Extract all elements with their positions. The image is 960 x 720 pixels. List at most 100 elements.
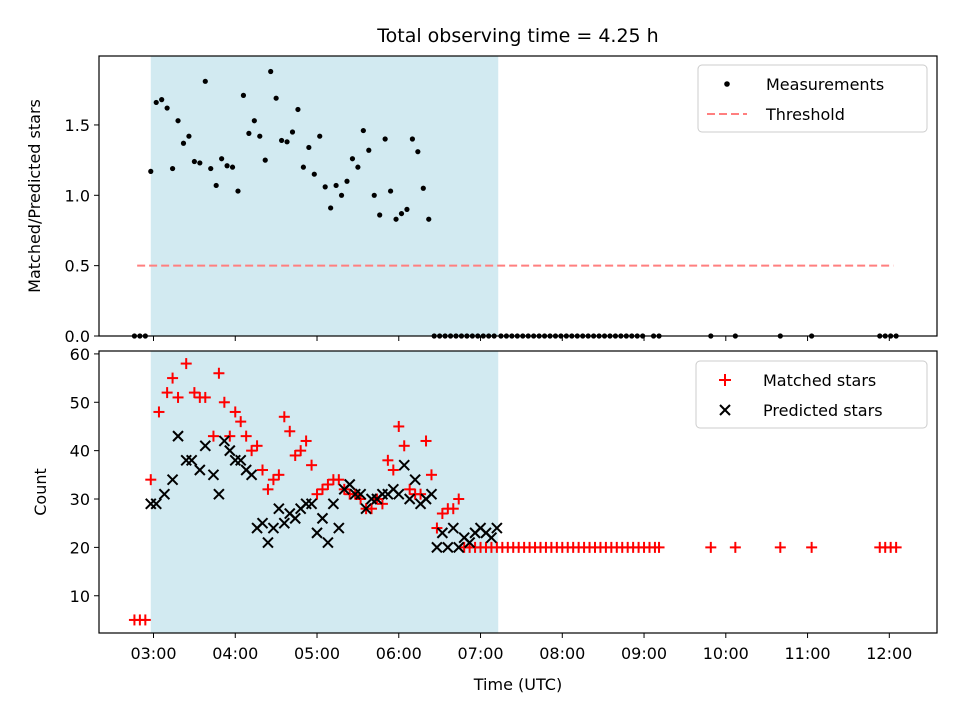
matched-star-point (653, 541, 665, 553)
threshold-legend-label: Threshold (765, 105, 845, 124)
predicted-legend-marker (719, 404, 731, 416)
top-y-ticks: 0.0 0.5 1.0 1.5 (65, 116, 99, 346)
x-tick-label: 03:00 (130, 644, 176, 663)
top-y-axis-label: Matched/Predicted stars (25, 99, 44, 293)
predicted-star-point (207, 469, 220, 481)
measurement-point (229, 164, 236, 170)
matched-star-point (453, 493, 465, 505)
measurement-point (268, 68, 274, 75)
predicted-star-point (224, 444, 236, 457)
matched-star-point (316, 483, 328, 495)
matched-star-point (224, 430, 236, 442)
matched-star-point (235, 416, 247, 428)
predicted-star-point (436, 527, 449, 539)
predicted-star-point (199, 440, 211, 452)
counts-panel: 10 20 30 40 50 60 03:00 04:00 05:00 06:00 07:00 08… (31, 345, 938, 694)
matched-star-point (366, 503, 378, 515)
matched-star-point (376, 498, 388, 510)
measurement-point (159, 97, 165, 103)
measurement-point (371, 192, 377, 198)
matched-star-point (306, 459, 318, 471)
measurement-point (344, 178, 350, 184)
measurement-point (246, 130, 252, 136)
measurement-point (306, 144, 312, 151)
matched-star-point (387, 464, 399, 476)
measurement-point (180, 140, 187, 146)
measurement-point (328, 205, 334, 211)
matched-star-point (139, 614, 151, 626)
matched-star-point (806, 541, 818, 553)
matched-star-point (404, 483, 416, 495)
matched-legend-marker (719, 374, 731, 386)
measurement-point (186, 133, 192, 139)
y-tick-label: 0.0 (65, 327, 90, 346)
matched-star-point (153, 406, 165, 418)
bottom-x-ticks: 03:00 04:00 05:00 06:00 07:00 08:00 09:00 10:00… (130, 633, 912, 663)
measurement-point (191, 158, 197, 165)
x-tick-label: 08:00 (539, 644, 585, 663)
predicted-star-point (278, 517, 291, 529)
predicted-star-point (158, 488, 171, 500)
predicted-star-point (491, 522, 503, 534)
x-tick-label: 06:00 (376, 644, 422, 663)
measurement-point (426, 216, 432, 222)
matched-star-point (382, 454, 394, 466)
matched-star-point (180, 358, 192, 370)
measurement-point (322, 184, 328, 190)
matched-star-point (289, 449, 301, 461)
figure-title: Total observing time = 4.25 h (376, 25, 658, 47)
predicted-star-point (409, 473, 421, 486)
x-tick-label: 09:00 (621, 644, 667, 663)
matched-star-point (729, 541, 741, 553)
bottom-y-axis-label: Count (31, 468, 50, 516)
measurement-point (317, 133, 323, 139)
matched-star-point (393, 420, 405, 432)
matched-star-point (447, 503, 459, 515)
predicted-star-point (360, 502, 372, 515)
predicted-star-point (431, 541, 443, 554)
matched-star-point (273, 469, 285, 481)
x-tick-label: 10:00 (703, 644, 749, 663)
matched-star-point (333, 474, 345, 486)
predicted-star-point (305, 498, 318, 510)
measurement-point (169, 165, 176, 172)
y-tick-label: 1.5 (65, 116, 90, 135)
measurement-point (415, 149, 421, 155)
matched-star-point (262, 483, 274, 495)
predicted-star-point (213, 488, 225, 500)
y-tick-label: 40 (70, 442, 90, 461)
x-axis-label: Time (UTC) (473, 675, 562, 694)
predicted-star-point (447, 522, 459, 534)
measurement-point (300, 164, 306, 170)
matched-star-point (705, 541, 717, 553)
x-tick-label: 07:00 (457, 644, 503, 663)
predicted-star-point (316, 512, 329, 525)
matched-star-point (322, 479, 334, 491)
measurement-point (409, 136, 415, 142)
predicted-star-points (145, 430, 503, 554)
bottom-legend: Matched stars Predicted stars (695, 360, 928, 429)
measurement-point (393, 216, 399, 222)
matched-star-point (774, 541, 786, 553)
measurement-point (382, 136, 388, 142)
x-tick-label: 04:00 (212, 644, 258, 663)
matched-star-point (267, 474, 279, 486)
measurement-point (153, 99, 159, 106)
measurement-points (131, 68, 899, 339)
matched-star-point (213, 367, 225, 379)
measurement-point (398, 210, 405, 217)
y-tick-label: 30 (70, 490, 90, 509)
matched-star-point (425, 469, 437, 481)
matched-star-point (398, 440, 410, 452)
predicted-star-point (235, 454, 247, 467)
measurement-point (387, 188, 394, 194)
measurements-panel: 0.0 0.5 1.0 1.5 Matched/Predicted stars Mea… (25, 55, 938, 346)
predicted-legend-label: Predicted stars (763, 401, 883, 420)
bottom-legend-frame (695, 360, 928, 429)
bottom-y-ticks: 10 20 30 40 50 60 (70, 345, 99, 606)
y-tick-label: 60 (70, 345, 90, 364)
matched-star-point (420, 435, 432, 447)
matched-star-point (436, 508, 448, 520)
predicted-star-point (442, 541, 454, 554)
predicted-star-point (311, 527, 323, 539)
